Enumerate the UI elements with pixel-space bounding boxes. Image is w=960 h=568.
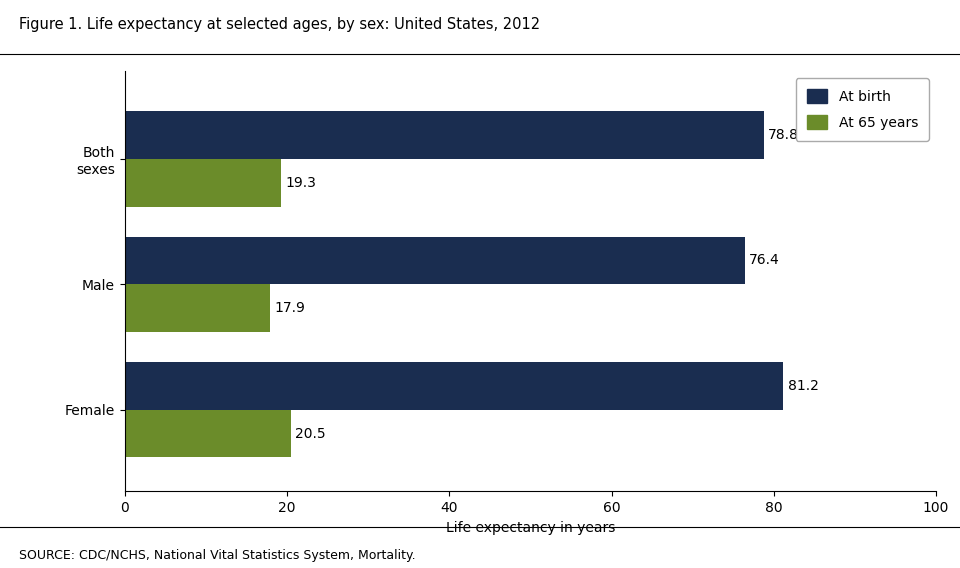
Bar <box>125 285 270 332</box>
Text: 76.4: 76.4 <box>749 253 780 268</box>
Legend: At birth, At 65 years: At birth, At 65 years <box>796 78 929 141</box>
Text: 78.8: 78.8 <box>768 128 799 142</box>
Bar <box>125 237 745 285</box>
Text: 17.9: 17.9 <box>274 301 305 315</box>
Bar <box>125 111 764 159</box>
Bar <box>125 159 281 207</box>
Text: Figure 1. Life expectancy at selected ages, by sex: United States, 2012: Figure 1. Life expectancy at selected ag… <box>19 17 540 32</box>
X-axis label: Life expectancy in years: Life expectancy in years <box>445 521 615 534</box>
Bar <box>125 410 291 457</box>
Text: 20.5: 20.5 <box>295 427 325 441</box>
Bar <box>125 362 783 410</box>
Text: SOURCE: CDC/NCHS, National Vital Statistics System, Mortality.: SOURCE: CDC/NCHS, National Vital Statist… <box>19 549 416 562</box>
Text: 81.2: 81.2 <box>787 379 819 393</box>
Text: 19.3: 19.3 <box>285 176 316 190</box>
